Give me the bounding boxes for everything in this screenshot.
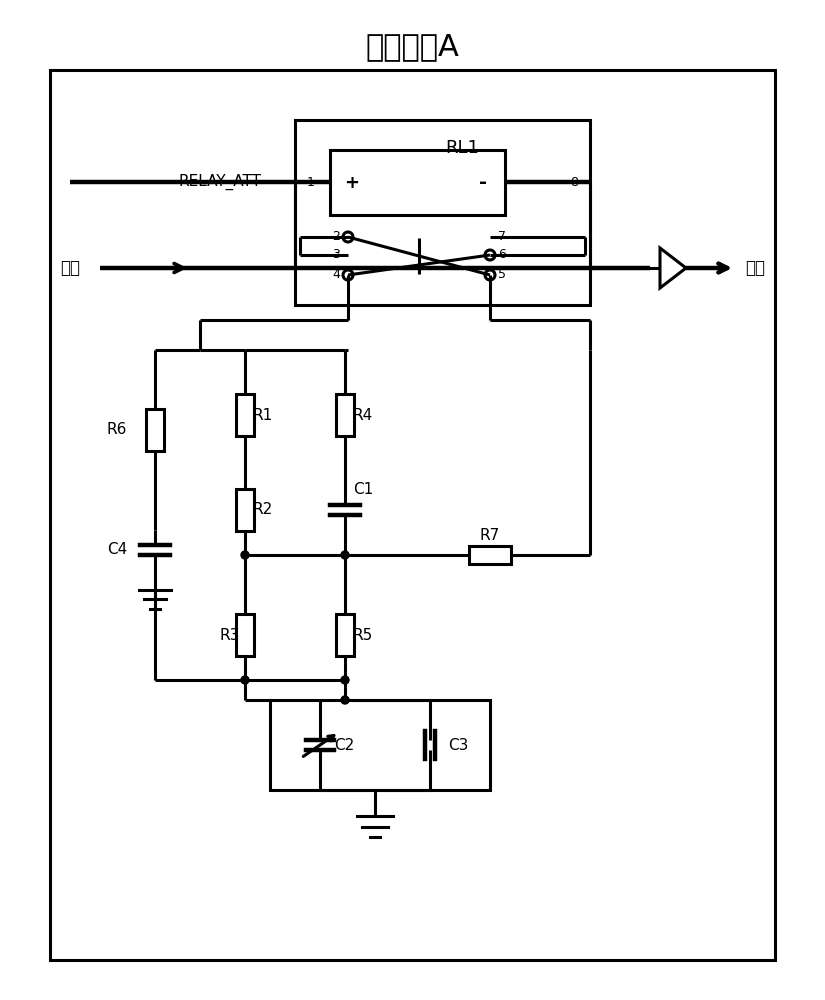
- Bar: [236, 614, 254, 656]
- Text: R2: R2: [253, 502, 273, 518]
- Bar: [236, 489, 254, 531]
- Text: C3: C3: [448, 738, 469, 752]
- Bar: [295, 120, 590, 305]
- Text: C2: C2: [334, 738, 354, 752]
- Text: RELAY_ATT: RELAY_ATT: [178, 174, 261, 190]
- Text: 衰减模块A: 衰减模块A: [365, 32, 459, 62]
- Text: R5: R5: [353, 628, 373, 643]
- Bar: [270, 700, 490, 790]
- Text: 输入: 输入: [60, 259, 80, 277]
- Text: -: -: [479, 173, 487, 192]
- Text: 7: 7: [498, 231, 506, 243]
- Circle shape: [341, 676, 349, 684]
- Text: C1: C1: [353, 483, 373, 497]
- Text: 输出: 输出: [745, 259, 765, 277]
- Text: R3: R3: [219, 628, 240, 643]
- Text: C4: C4: [106, 542, 127, 558]
- Text: R7: R7: [480, 528, 500, 542]
- Circle shape: [341, 696, 349, 704]
- Bar: [336, 614, 354, 656]
- Text: 3: 3: [332, 248, 340, 261]
- Text: R1: R1: [253, 408, 273, 422]
- Text: 1: 1: [307, 176, 315, 188]
- Text: 8: 8: [570, 176, 578, 188]
- Text: RL1: RL1: [446, 139, 479, 157]
- Text: R4: R4: [353, 408, 373, 422]
- Circle shape: [341, 551, 349, 559]
- Circle shape: [241, 676, 249, 684]
- Bar: [336, 394, 354, 436]
- Bar: [50, 70, 775, 960]
- Text: +: +: [345, 174, 360, 192]
- Bar: [146, 409, 164, 451]
- Circle shape: [241, 551, 249, 559]
- Bar: [236, 394, 254, 436]
- Polygon shape: [660, 248, 686, 288]
- Text: 4: 4: [332, 268, 340, 282]
- Text: 2: 2: [332, 231, 340, 243]
- Text: 5: 5: [498, 268, 506, 282]
- Bar: [330, 150, 505, 215]
- Bar: [469, 546, 511, 564]
- Text: R6: R6: [106, 422, 127, 438]
- Text: 6: 6: [498, 248, 506, 261]
